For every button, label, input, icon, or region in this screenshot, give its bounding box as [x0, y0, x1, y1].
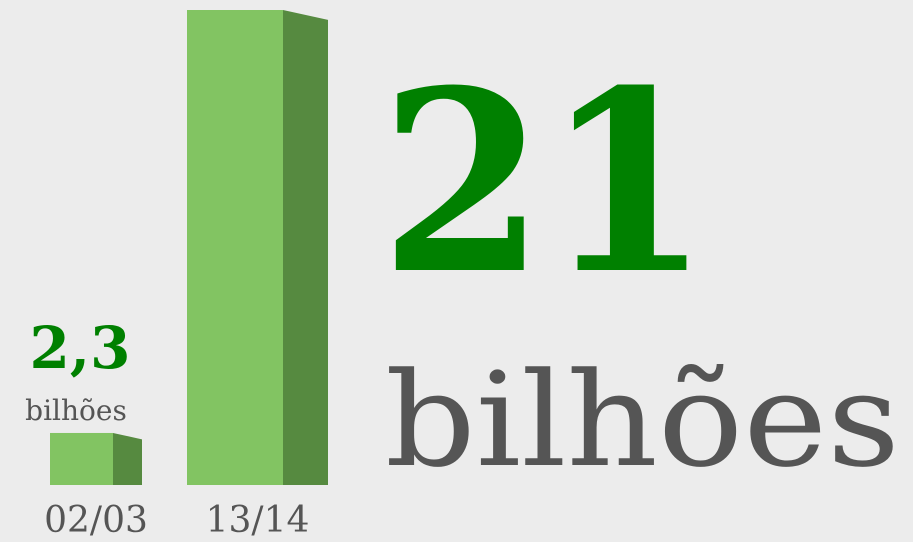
- bar-side: [113, 432, 142, 485]
- unit-label: bilhões: [25, 394, 127, 427]
- unit-label: bilhões: [385, 344, 900, 496]
- x-tick-label: 02/03: [44, 500, 148, 541]
- value-label: 2,3: [30, 314, 131, 382]
- value-label: 21: [380, 35, 710, 329]
- x-tick-label: 13/14: [206, 500, 310, 541]
- bar: [187, 10, 283, 485]
- bar: [50, 432, 113, 485]
- bar-side: [283, 10, 328, 485]
